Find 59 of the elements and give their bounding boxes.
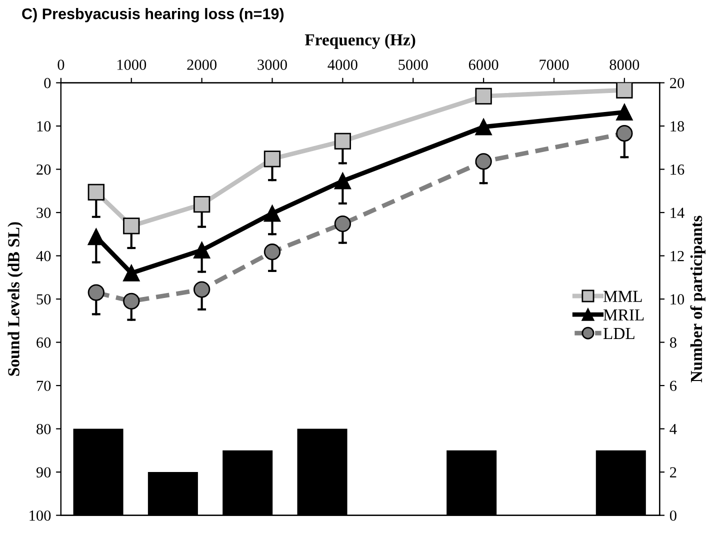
y-tick-label: 0 [44, 78, 51, 88]
y-tick-label: 80 [36, 424, 51, 434]
x-tick-label: 5000 [398, 60, 428, 70]
point [475, 118, 492, 136]
y-tick-label: 100 [30, 510, 51, 521]
y-tick-label: 70 [36, 380, 51, 391]
x-axis-title: Frequency (Hz) [304, 34, 416, 49]
point [193, 196, 210, 213]
point [616, 82, 633, 98]
point [123, 218, 140, 234]
point [616, 125, 633, 142]
y2-tick-label: 12 [670, 250, 684, 262]
point [475, 88, 492, 105]
y-tick-label: 30 [36, 208, 51, 218]
y-tick-label: 50 [36, 294, 51, 304]
point [88, 284, 104, 301]
point [88, 184, 104, 201]
x-tick-label: 7000 [540, 60, 569, 70]
legend-label: MML [603, 290, 642, 302]
y2-tick-label: 20 [670, 78, 684, 88]
y-axis-title: Sound Levels (dB SL) [8, 222, 23, 376]
y2-tick-label: 8 [670, 337, 676, 348]
y2-tick-label: 14 [670, 208, 684, 218]
legend-label: MRIL [603, 309, 644, 320]
point [334, 132, 352, 150]
x-tick-label: 1000 [117, 60, 146, 70]
y-tick-label: 10 [37, 121, 51, 132]
point [193, 281, 210, 298]
point [264, 244, 281, 260]
y2-tick-label: 10 [670, 294, 684, 304]
y2-tick-label: 18 [670, 121, 684, 132]
point [264, 205, 281, 222]
point [88, 228, 104, 246]
point [123, 292, 140, 310]
y-tick-label: 20 [36, 164, 51, 175]
y2-axis-title: Number of participants [690, 216, 706, 382]
point [334, 172, 352, 190]
legend-label: LDL [603, 328, 634, 339]
y2-tick-label: 4 [670, 424, 677, 434]
y2-tick-label: 2 [670, 467, 676, 478]
x-tick-label: 2000 [187, 60, 217, 70]
x-tick-label: 3000 [258, 60, 287, 70]
point [616, 104, 633, 121]
y2-tick-label: 0 [670, 510, 676, 521]
point [123, 264, 140, 282]
y2-tick-label: 16 [670, 164, 684, 175]
point [264, 150, 281, 168]
point [334, 215, 352, 232]
y-tick-label: 60 [36, 337, 51, 348]
point [193, 242, 210, 258]
chart-title: C) Presbyacusis hearing loss (n=19) [22, 8, 284, 22]
y-tick-label: 40 [36, 250, 51, 262]
x-tick-label: 6000 [468, 60, 498, 70]
x-tick-label: 0 [58, 60, 64, 70]
y-tick-label: 90 [36, 467, 51, 478]
y2-tick-label: 6 [670, 380, 677, 391]
point [475, 153, 492, 170]
x-tick-label: 8000 [610, 60, 640, 70]
x-tick-label: 4000 [328, 60, 358, 70]
